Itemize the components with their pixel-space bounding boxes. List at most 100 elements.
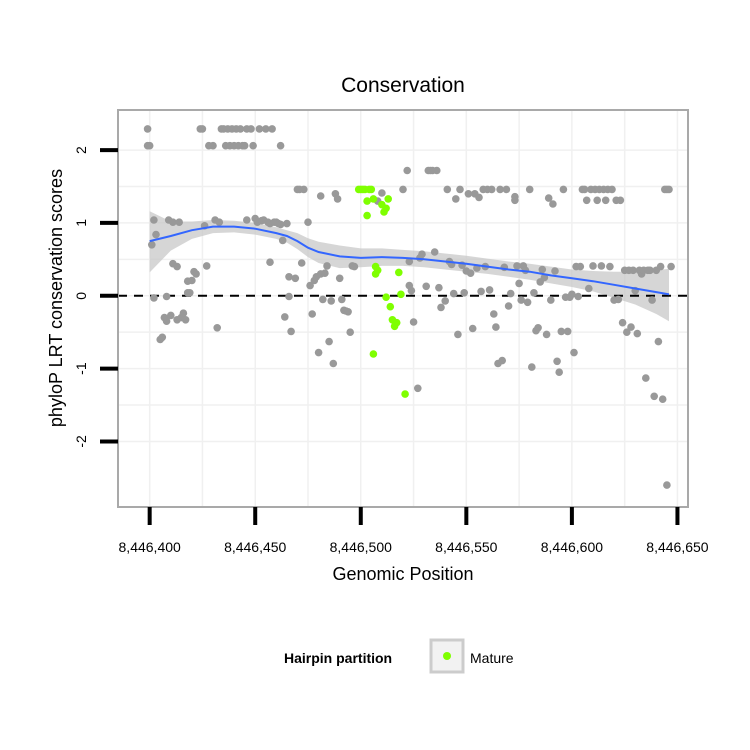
data-point: [276, 220, 285, 229]
data-point: [329, 359, 338, 368]
data-point: [557, 327, 566, 336]
data-point: [585, 284, 593, 293]
data-point: [437, 303, 445, 312]
data-point: [150, 216, 158, 224]
data-point: [589, 262, 597, 270]
data-point: [502, 185, 511, 194]
data-point: [285, 273, 293, 281]
data-point: [534, 324, 542, 332]
data-point: [143, 125, 152, 133]
data-point: [430, 248, 439, 256]
data-point: [460, 289, 469, 297]
data-point: [523, 298, 532, 307]
data-point: [316, 192, 325, 200]
x-tick-label: 8,446,500: [330, 539, 392, 555]
smooth-line-path: [149, 225, 670, 296]
data-point: [574, 292, 582, 301]
data-point: [188, 276, 196, 285]
data-point: [456, 185, 464, 194]
data-point: [549, 200, 557, 208]
data-point-mature: [369, 195, 378, 203]
data-point: [608, 185, 616, 194]
data-point: [407, 286, 416, 295]
data-point-mature: [369, 350, 378, 358]
chart-title: Conservation: [341, 74, 465, 97]
data-point-mature: [401, 390, 409, 398]
data-point: [297, 259, 306, 267]
legend-mature-label: Mature: [470, 650, 514, 666]
data-point: [285, 292, 293, 301]
data-point: [414, 384, 422, 393]
data-point: [597, 262, 606, 270]
data-point: [152, 230, 160, 239]
data-point: [213, 324, 221, 332]
x-tick-label: 8,446,450: [224, 539, 286, 555]
data-point: [409, 318, 418, 326]
data-point: [243, 216, 251, 224]
data-point: [145, 141, 154, 150]
data-point: [266, 258, 274, 267]
data-point: [475, 193, 483, 202]
data-point: [403, 166, 412, 175]
data-point: [443, 185, 452, 194]
data-point: [283, 219, 291, 228]
grid-lines: [118, 110, 688, 507]
data-point: [169, 218, 177, 226]
data-point: [300, 185, 308, 194]
data-point: [454, 330, 462, 339]
data-point: [667, 262, 675, 271]
data-point-mature: [397, 290, 405, 299]
legend: Hairpin partition Mature: [284, 638, 514, 674]
data-point: [646, 266, 654, 275]
data-point: [627, 323, 635, 331]
data-point-mature: [367, 185, 376, 194]
data-point: [236, 125, 245, 133]
data-point-mature: [363, 197, 371, 205]
data-point: [435, 283, 443, 292]
data-point: [525, 185, 534, 194]
data-point: [175, 218, 183, 226]
smooth-line: [149, 225, 670, 296]
data-point: [287, 327, 295, 336]
data-point: [498, 356, 507, 365]
data-point: [658, 395, 667, 404]
data-point: [433, 166, 441, 175]
data-point: [654, 337, 663, 346]
data-point: [268, 125, 276, 133]
data-point: [665, 185, 673, 194]
y-axis-title: phyloP LRT conservation scores: [46, 169, 66, 427]
data-point: [167, 311, 175, 320]
data-point: [513, 262, 521, 270]
data-point: [350, 262, 359, 271]
data-point: [555, 368, 563, 377]
data-point: [544, 194, 553, 202]
x-tick-label: 8,446,400: [119, 539, 181, 555]
data-point: [606, 262, 614, 271]
points-mature: [354, 185, 409, 398]
data-point: [601, 196, 610, 205]
data-point: [504, 302, 513, 310]
data-point-mature: [382, 204, 390, 213]
data-point-mature: [382, 293, 390, 302]
data-point: [262, 125, 270, 133]
data-point: [150, 294, 158, 302]
data-point: [148, 241, 156, 249]
data-point: [528, 363, 536, 371]
data-point-mature: [384, 195, 393, 203]
data-point: [240, 141, 249, 150]
data-point: [614, 295, 623, 304]
data-point: [568, 290, 576, 299]
data-point: [173, 262, 181, 271]
data-point: [648, 296, 656, 304]
data-point: [633, 329, 642, 338]
points-other: [143, 125, 675, 489]
data-point: [278, 236, 287, 245]
y-axis: -2 -1 0 1 2: [73, 146, 118, 448]
legend-title: Hairpin partition: [284, 650, 392, 666]
data-point: [553, 357, 561, 366]
data-point: [378, 189, 386, 197]
data-point: [333, 195, 342, 203]
y-tick-label: 2: [73, 146, 89, 154]
data-point: [198, 125, 207, 133]
